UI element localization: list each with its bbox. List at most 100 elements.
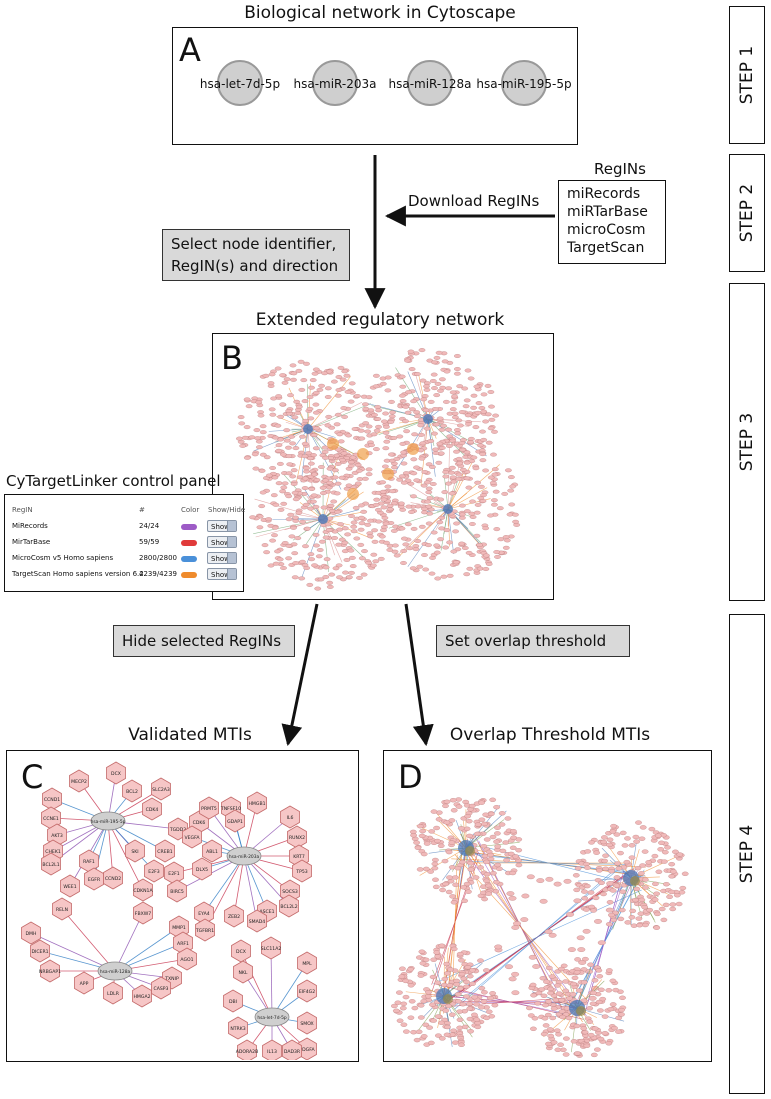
gene-label: AGO1 bbox=[180, 957, 193, 963]
step3-title: Extended regulatory network bbox=[255, 310, 505, 330]
control-panel-row: MiRecords 24/24 Show bbox=[5, 519, 243, 535]
gene-label: PDGFA bbox=[299, 1047, 315, 1053]
overlap-network bbox=[391, 797, 689, 1058]
gene-label: APP bbox=[80, 981, 89, 987]
gene-label: KRT7 bbox=[293, 854, 305, 860]
gene-label: ZEB2 bbox=[228, 914, 240, 920]
gene-label: SMAD4 bbox=[249, 919, 266, 925]
gene-node: NKL bbox=[233, 960, 253, 984]
overlap-cluster bbox=[409, 797, 523, 905]
panel-c: MECP2 DCX BCL2 SLC2A3 CDK6 TNFSF10 HMGB1 IL6 CCN… bbox=[6, 750, 359, 1062]
overlap-threshold-box: Set overlap threshold bbox=[436, 625, 630, 657]
gene-node: VEGFA bbox=[182, 825, 202, 849]
gene-node: MECP2 bbox=[69, 769, 89, 793]
gene-label: CHEK1 bbox=[45, 849, 61, 855]
color-swatch bbox=[181, 572, 197, 578]
gene-node: SMOX bbox=[297, 1011, 317, 1035]
gene-label: EIF4G2 bbox=[299, 989, 315, 995]
gene-node: CDK4 bbox=[142, 797, 162, 821]
gene-label: RELN bbox=[56, 907, 68, 913]
gene-node: CDKN1A bbox=[133, 878, 153, 902]
gene-node: TP53 bbox=[292, 859, 312, 883]
gene-label: DCX bbox=[111, 771, 121, 777]
gene-node: E2F3 bbox=[144, 859, 164, 883]
regin-item: miRTarBase bbox=[567, 204, 648, 220]
hub-label: hsa-miR-195-5p bbox=[91, 819, 126, 825]
validated-genes: MECP2 DCX BCL2 SLC2A3 CDK6 TNFSF10 HMGB1 IL6 CCN… bbox=[21, 761, 317, 1060]
gene-node: SLC11A2 bbox=[261, 936, 281, 960]
gene-node: AGO1 bbox=[177, 947, 197, 971]
mirna-label: hsa-miR-128a bbox=[388, 77, 472, 91]
color-swatch bbox=[181, 524, 197, 530]
control-panel: RegIN # Color Show/Hide MiRecords 24/24 … bbox=[4, 494, 245, 592]
gene-node: HMGA2 bbox=[132, 984, 152, 1008]
panel-a-letter: A bbox=[179, 31, 201, 69]
gene-label: EYA4 bbox=[198, 911, 209, 917]
show-hide-dropdown[interactable]: Show bbox=[207, 520, 237, 532]
gene-label: DMH bbox=[26, 931, 37, 937]
gene-label: HMGA2 bbox=[133, 994, 150, 1000]
gene-node: WEE1 bbox=[60, 874, 80, 898]
regin-item: miRecords bbox=[567, 186, 641, 202]
arrow-b-to-c bbox=[281, 603, 319, 747]
gene-node: NRBGAP1 bbox=[39, 959, 61, 983]
gene-label: DBI bbox=[229, 999, 237, 1005]
gene-label: FBXW7 bbox=[135, 911, 151, 917]
validated-title: Validated MTIs bbox=[128, 725, 252, 745]
mirna-hub: hsa-miR-195-5p bbox=[91, 811, 126, 831]
hub-label: hsa-miR-203a bbox=[229, 854, 260, 860]
gene-label: MPL bbox=[302, 961, 312, 967]
gene-label: ARF1 bbox=[177, 941, 189, 947]
gene-label: BCL2L2 bbox=[280, 904, 297, 910]
overlap-title: Overlap Threshold MTIs bbox=[449, 725, 651, 745]
network-nodes bbox=[236, 348, 521, 591]
gene-node: SKI bbox=[125, 839, 145, 863]
gene-label: CDKN1A bbox=[133, 888, 153, 894]
mirna-node bbox=[407, 60, 453, 106]
gene-label: DCX bbox=[236, 949, 246, 955]
gene-node: IL13 bbox=[262, 1039, 282, 1060]
gene-label: SLC2A3 bbox=[152, 787, 170, 793]
mirna-label: hsa-let-7d-5p bbox=[199, 77, 281, 91]
gene-node: DBI bbox=[223, 989, 243, 1013]
gene-node: DCX bbox=[231, 939, 251, 963]
gene-label: AKT3 bbox=[51, 833, 63, 839]
gene-node: NTRK3 bbox=[228, 1016, 248, 1040]
arrow-b-to-d bbox=[404, 603, 434, 747]
gene-label: BCL2L1 bbox=[42, 862, 59, 868]
gene-node: SLC2A3 bbox=[151, 777, 171, 801]
gene-label: CCNE1 bbox=[43, 816, 59, 822]
gene-node: BCL2L2 bbox=[279, 894, 299, 918]
gene-label: TNFSF10 bbox=[220, 806, 241, 812]
gene-node: ZEB2 bbox=[224, 904, 244, 928]
gene-label: IL6 bbox=[287, 815, 294, 821]
hub-label: hsa-miR-128a bbox=[100, 969, 131, 975]
gene-label: TGDD3 bbox=[169, 827, 186, 833]
gene-label: MMP1 bbox=[172, 925, 186, 931]
color-swatch bbox=[181, 556, 197, 562]
panel-b: B bbox=[212, 333, 554, 600]
show-hide-dropdown[interactable]: Show bbox=[207, 552, 237, 564]
panel-d: D bbox=[383, 750, 712, 1062]
mirna-node bbox=[217, 60, 263, 106]
show-hide-dropdown[interactable]: Show bbox=[207, 568, 237, 580]
gene-node: PRMT5 bbox=[199, 796, 219, 820]
gene-node: SMAD4 bbox=[247, 909, 267, 933]
gene-label: TP53 bbox=[295, 869, 307, 875]
control-panel-row: MicroCosm v5 Homo sapiens 2800/2800 Show bbox=[5, 551, 243, 567]
gene-label: CCND2 bbox=[105, 876, 121, 882]
gene-node: BCL2L1 bbox=[41, 852, 61, 876]
show-hide-dropdown[interactable]: Show bbox=[207, 536, 237, 548]
gene-label: LDLR bbox=[107, 991, 120, 997]
gene-label: BIRC5 bbox=[170, 889, 184, 895]
validated-network: MECP2 DCX BCL2 SLC2A3 CDK6 TNFSF10 HMGB1 IL6 CCN… bbox=[21, 761, 317, 1060]
gene-node: APP bbox=[74, 971, 94, 995]
gene-node: E2F1 bbox=[164, 861, 184, 885]
extended-network bbox=[236, 348, 521, 591]
overlap-cluster bbox=[526, 956, 627, 1058]
gene-label: NKL bbox=[238, 970, 247, 976]
gene-node: RUNX2 bbox=[287, 825, 307, 849]
hide-regins-box: Hide selected RegINs bbox=[113, 625, 295, 657]
gene-node: BCL2 bbox=[122, 779, 142, 803]
gene-node: TGFBR1 bbox=[195, 918, 215, 942]
